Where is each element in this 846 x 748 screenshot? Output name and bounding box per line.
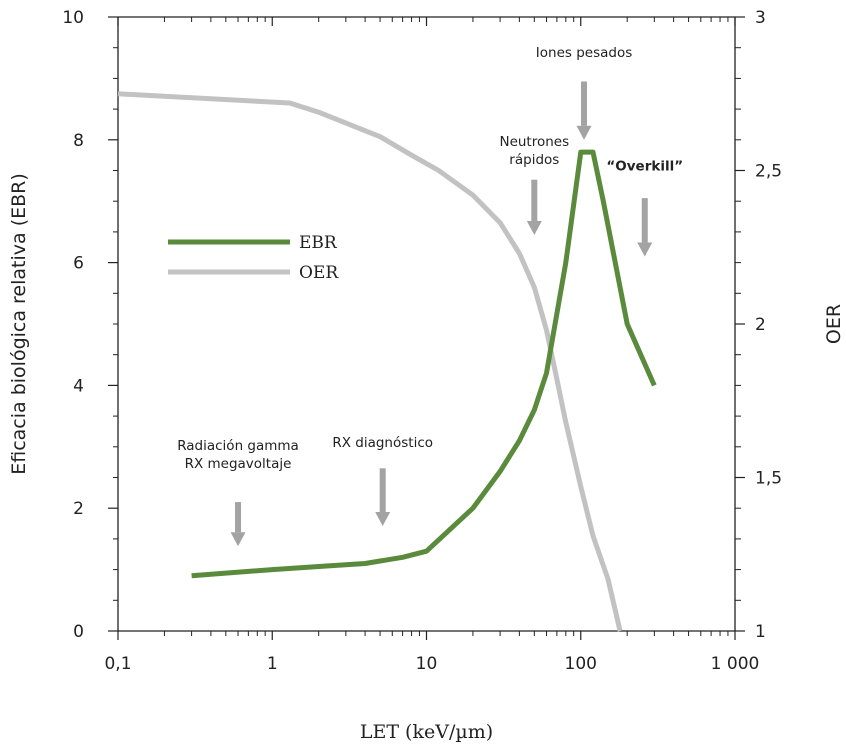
y-right-tick-label: 2 bbox=[755, 315, 766, 335]
legend-label-oer: OER bbox=[299, 263, 339, 283]
series-lines bbox=[117, 91, 657, 632]
y-left-tick-label: 8 bbox=[73, 131, 84, 151]
annotation-label: RX diagnóstico bbox=[332, 435, 433, 451]
x-tick-label: 1 000 bbox=[711, 654, 760, 674]
annotation-arrow-head bbox=[526, 220, 542, 235]
y-right-axis-title: OER bbox=[823, 304, 845, 344]
annotation-arrow-shaft bbox=[531, 179, 538, 221]
annotation-arrow-shaft bbox=[235, 502, 242, 533]
x-tick-label: 10 bbox=[416, 654, 438, 674]
annotation-label: Iones pesados bbox=[536, 45, 632, 61]
series-line-ebr bbox=[191, 149, 657, 579]
y-left-tick-label: 4 bbox=[73, 376, 84, 396]
y-left-tick-label: 6 bbox=[73, 254, 84, 274]
x-tick-label: 100 bbox=[565, 654, 597, 674]
annotation-label: rápidos bbox=[509, 152, 559, 168]
y-left-tick-label: 10 bbox=[62, 8, 84, 28]
annotation-arrow-head bbox=[637, 242, 653, 257]
annotation-arrow-shaft bbox=[641, 198, 648, 243]
y-left-axis-title: Eficacia biológica relativa (EBR) bbox=[8, 173, 30, 475]
annotations: Radiación gamma RX megavoltaje RX diagnóst… bbox=[177, 45, 683, 547]
annotation-arrow-head bbox=[576, 125, 592, 140]
annotation-arrow-shaft bbox=[581, 81, 588, 126]
y-right-tick-label: 1 bbox=[755, 622, 766, 642]
y-right-tick-label: 2,5 bbox=[755, 162, 782, 182]
annotation-label: Neutrones bbox=[499, 134, 569, 150]
y-right-tick-label: 3 bbox=[755, 8, 766, 28]
legend-label-ebr: EBR bbox=[299, 233, 338, 253]
annotation-arrow-shaft bbox=[379, 468, 386, 513]
annotation-label: “Overkill” bbox=[606, 159, 683, 175]
series-line-oer bbox=[117, 91, 623, 632]
legend: EBR OER bbox=[168, 233, 339, 283]
x-tick-label: 0,1 bbox=[104, 654, 131, 674]
y-right-tick-label: 1,5 bbox=[755, 469, 782, 489]
annotation-label: RX megavoltaje bbox=[185, 456, 292, 472]
annotation-arrow-head bbox=[230, 532, 246, 547]
y-left-tick-label: 2 bbox=[73, 499, 84, 519]
x-tick-label: 1 bbox=[267, 654, 278, 674]
y-left-tick-label: 0 bbox=[73, 622, 84, 642]
axes: 0,1 1 10 100 1 000 0 2 4 6 8 10 1 1,5 2 2,5 3 LET (keV/µ… bbox=[8, 8, 845, 743]
annotation-label: Radiación gamma bbox=[177, 438, 299, 454]
x-axis-title: LET (keV/µm) bbox=[360, 721, 493, 743]
annotation-arrow-head bbox=[375, 512, 391, 527]
